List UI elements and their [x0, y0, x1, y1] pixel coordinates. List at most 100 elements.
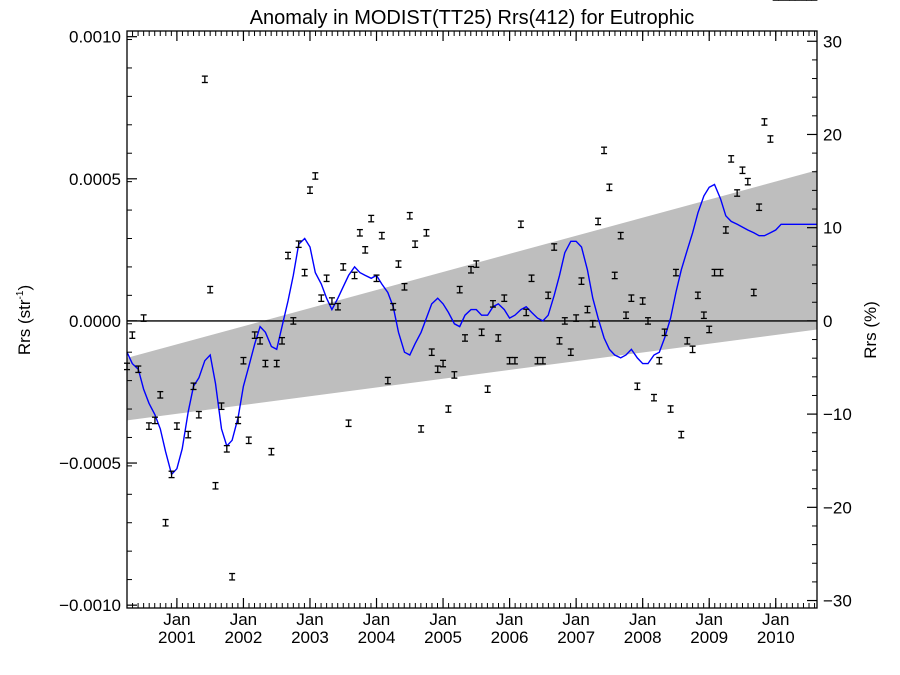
x-tick-label-year: 2007	[557, 628, 595, 647]
data-point	[761, 118, 768, 126]
data-point	[750, 288, 757, 297]
data-point	[245, 436, 252, 445]
data-point	[318, 294, 325, 303]
data-point	[445, 405, 452, 413]
data-point	[650, 393, 657, 402]
data-point	[451, 371, 458, 379]
axes: 0.00100.00050.0000−0.0005−0.00103020100−…	[59, 28, 852, 647]
chart-title: Anomaly in MODIST(TT25) Rrs(412) for Eut…	[250, 7, 695, 29]
data-point	[462, 334, 469, 342]
data-point	[162, 518, 169, 527]
y2-axis-label: Rrs (%)	[861, 301, 880, 359]
data-point	[634, 382, 641, 391]
data-point	[706, 325, 713, 334]
data-point	[639, 297, 646, 305]
data-point	[501, 294, 508, 303]
x-tick-label-year: 2005	[424, 628, 462, 647]
x-tick-label-year: 2010	[757, 628, 795, 647]
data-point	[623, 311, 630, 320]
data-point	[418, 425, 425, 433]
x-tick-label-year: 2003	[291, 628, 329, 647]
x-tick-label-year: 2002	[225, 628, 263, 647]
data-point	[689, 345, 696, 354]
data-point	[235, 416, 242, 425]
data-point	[428, 348, 435, 357]
data-point	[567, 348, 574, 357]
y2-tick-label: 0	[823, 312, 832, 331]
y2-tick-label: −30	[823, 592, 852, 611]
data-point	[545, 291, 552, 300]
y-tick-label: −0.0005	[59, 454, 121, 473]
data-point	[384, 376, 391, 385]
data-point	[373, 274, 380, 283]
data-point	[589, 319, 596, 328]
data-point	[423, 228, 430, 237]
data-point	[517, 220, 524, 229]
data-point	[257, 336, 264, 345]
y2-tick-label: 10	[823, 219, 842, 238]
data-point	[328, 297, 335, 305]
x-tick-label-year: 2004	[358, 628, 396, 647]
data-point	[356, 228, 363, 237]
data-point	[173, 422, 180, 430]
data-point	[229, 572, 236, 581]
x-tick-label-month: Jan	[429, 610, 456, 629]
data-point	[145, 422, 152, 430]
data-point	[240, 356, 247, 365]
data-point	[434, 365, 441, 374]
data-point	[495, 334, 502, 342]
data-point	[251, 331, 258, 339]
data-point	[351, 271, 358, 280]
data-point	[667, 405, 674, 413]
data-point	[312, 172, 319, 180]
y2-tick-label: −20	[823, 498, 852, 517]
data-point	[185, 430, 192, 439]
data-point	[656, 356, 663, 365]
data-point	[207, 285, 214, 294]
y2-tick-label: 20	[823, 125, 842, 144]
data-point	[556, 336, 563, 345]
x-tick-label-month: Jan	[562, 610, 589, 629]
data-point	[129, 331, 136, 339]
data-point	[390, 302, 397, 311]
data-point	[722, 226, 729, 234]
data-point	[212, 481, 219, 490]
x-tick-label-month: Jan	[629, 610, 656, 629]
data-point	[511, 356, 518, 365]
x-tick-label-month: Jan	[496, 610, 523, 629]
data-point	[334, 302, 341, 311]
x-tick-label-month: Jan	[695, 610, 722, 629]
data-point	[301, 268, 308, 277]
data-point	[273, 359, 280, 368]
plot-area	[124, 0, 818, 581]
x-tick-label-year: 2006	[491, 628, 529, 647]
data-point	[268, 447, 275, 456]
data-point	[157, 390, 164, 399]
data-point	[412, 240, 419, 249]
data-point	[201, 75, 208, 84]
data-point	[345, 419, 352, 428]
data-point	[168, 470, 175, 479]
data-point	[584, 305, 591, 314]
data-point	[644, 317, 651, 325]
data-point	[534, 356, 541, 365]
data-point	[628, 294, 635, 303]
data-point	[523, 308, 530, 317]
y-axis-label: Rrs (str-1)	[15, 285, 34, 355]
data-point	[401, 282, 408, 291]
data-point	[456, 285, 463, 294]
y-axis-label-text: Rrs (str	[15, 299, 34, 355]
data-point	[368, 214, 375, 223]
data-point	[295, 240, 302, 249]
y-axis-label-close: )	[15, 285, 34, 291]
x-tick-label-year: 2008	[624, 628, 662, 647]
plot-frame	[126, 30, 818, 609]
data-point	[573, 314, 580, 322]
x-tick-label-year: 2001	[158, 628, 196, 647]
data-point	[684, 336, 691, 345]
data-point	[744, 177, 751, 186]
data-point	[672, 268, 679, 277]
data-point	[362, 246, 369, 254]
data-point	[734, 189, 741, 197]
data-point	[561, 317, 568, 325]
